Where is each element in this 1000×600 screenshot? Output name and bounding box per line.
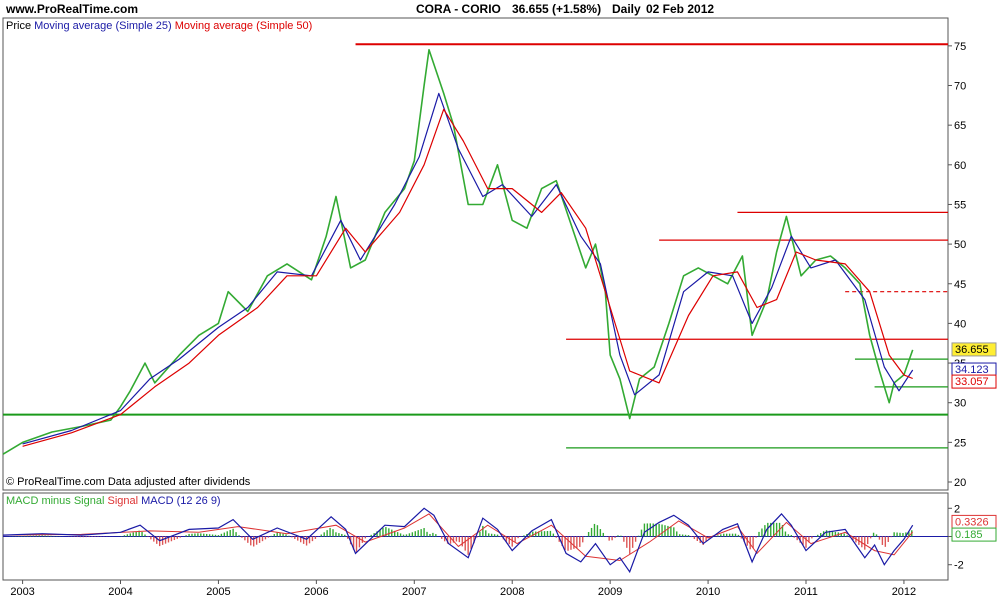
last-ma50-badge-box [951,374,997,389]
signal-line [2,513,914,562]
x-tick-label: 2004 [108,586,132,598]
price-y-tick-label: 70 [954,81,966,93]
x-tick-label: 2005 [206,586,230,598]
data-footnote: © ProRealTime.com Data adjusted after di… [6,476,251,488]
x-tick-label: 2003 [10,586,34,598]
site-name[interactable]: www.ProRealTime.com [6,2,139,16]
macd-line [2,507,914,574]
x-tick-label: 2006 [304,586,328,598]
date: 02 Feb 2012 [646,2,715,16]
price-y-tick-label: 40 [954,318,966,330]
macd-legend: MACD minus Signal Signal MACD (12 26 9) [6,495,221,507]
price-y-tick-label: 75 [954,41,966,53]
x-tick-label: 2008 [500,586,524,598]
last-price-badge-text: 36.655 [955,344,989,356]
last-price-change: 36.655 (+1.58%) [512,2,602,16]
macd-y-tick-label: -2 [954,560,964,572]
ma25-line [22,92,914,445]
legend-signal: Signal [107,495,139,507]
x-tick-label: 2007 [402,586,426,598]
last-ma25-badge-text: 34.123 [955,364,989,376]
legend-ma25: Moving average (Simple 25) [34,20,172,32]
price-y-tick-label: 65 [954,120,966,132]
legend-ma50: Moving average (Simple 50) [174,20,313,32]
price-y-tick-label: 20 [954,477,966,489]
price-y-tick-label: 60 [954,160,966,172]
last-hist-badge: 0.185 [951,527,997,542]
macd-y-tick-label: 2 [954,503,960,515]
last-signal-badge: 0.3326 [951,514,997,529]
last-price-badge-box [951,342,997,357]
x-tick-label: 2012 [892,586,916,598]
ma50-line [22,108,913,447]
price-legend: Price Moving average (Simple 25) Moving … [6,20,312,32]
price-y-tick-label: 50 [954,239,966,251]
last-hist-badge-text: 0.185 [955,529,983,541]
price-y-tick-label: 25 [954,437,966,449]
last-ma25-badge: 34.123 [951,362,997,377]
price-y-tick-label: 30 [954,398,966,410]
last-hist-badge-box [951,527,997,542]
legend-macd: MACD (12 26 9) [141,495,221,507]
price-panel-frame [2,17,949,491]
price-y-tick-label: 55 [954,199,966,211]
last-ma50-badge-text: 33.057 [955,376,989,388]
last-price-badge: 36.655 [951,342,997,357]
x-tick-label: 2011 [794,586,818,598]
price-y-tick-label: 45 [954,279,966,291]
legend-macd-hist: MACD minus Signal [6,495,105,507]
legend-price: Price [6,20,32,32]
symbol-title: CORA - CORIO [416,2,501,16]
last-signal-badge-text: 0.3326 [955,516,989,528]
period: Daily [612,2,641,16]
x-tick-label: 2009 [598,586,622,598]
x-tick-label: 2010 [696,586,720,598]
last-ma50-badge: 33.057 [951,374,997,389]
